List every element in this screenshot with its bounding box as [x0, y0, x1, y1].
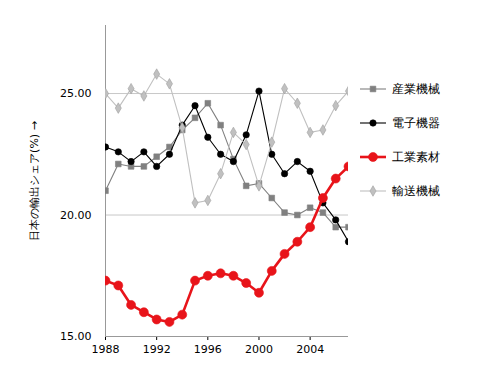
- svg-text:日本の輸出シェア(%) →: 日本の輸出シェア(%) →: [28, 121, 41, 241]
- svg-text:2004: 2004: [296, 343, 324, 356]
- svg-text:15.00: 15.00: [60, 330, 92, 343]
- html-text:産業機械: 産業機械: [392, 81, 440, 96]
- svg-text:25.00: 25.00: [60, 87, 92, 100]
- svg-text:20.00: 20.00: [60, 209, 92, 222]
- svg-text:1996: 1996: [194, 343, 222, 356]
- svg-text:2000: 2000: [245, 343, 273, 356]
- html-text:工業素材: 工業素材: [392, 149, 440, 164]
- html-text:電子機器: 電子機器: [392, 115, 440, 130]
- svg-text:1992: 1992: [143, 343, 171, 356]
- svg-text:1988: 1988: [92, 343, 120, 356]
- html-text:輸送機械: 輸送機械: [392, 183, 440, 198]
